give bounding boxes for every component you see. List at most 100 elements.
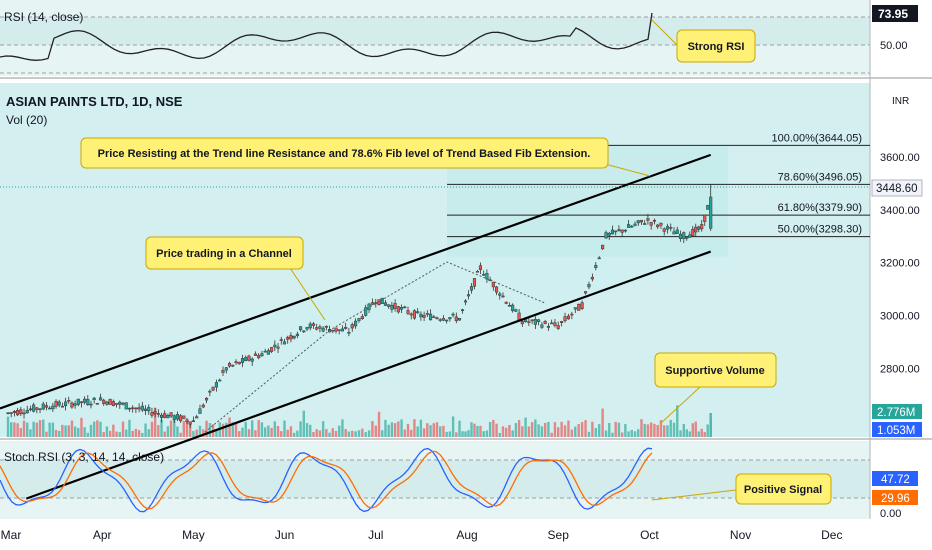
volume-bar [458, 420, 461, 437]
candle-body [472, 278, 477, 287]
channel-upper [0, 153, 712, 410]
volume-bar [163, 431, 166, 437]
callout-stoch [735, 473, 832, 505]
candle-body [263, 350, 267, 353]
volume-bar [534, 419, 537, 437]
volume-bar [331, 428, 334, 437]
candle-body [409, 313, 413, 316]
callout-resistance [80, 137, 609, 169]
volume-bar [700, 428, 703, 437]
volume-bar [364, 432, 367, 437]
volume-bar [384, 419, 387, 437]
volume-bar [476, 426, 479, 437]
callout-channel-text: Price trading in a Channel [156, 248, 292, 260]
candle-body [105, 401, 109, 405]
candle-body [364, 307, 368, 316]
volume-bar [530, 422, 534, 437]
stoch-tick: 0.00 [880, 508, 901, 520]
volume-bar [58, 430, 61, 437]
candle-body [630, 225, 634, 228]
candle-body [406, 310, 410, 314]
volume-bar [35, 422, 39, 437]
volume-bar [189, 422, 192, 437]
candle-body [393, 303, 397, 309]
volume-bar [435, 422, 439, 437]
callout-volume-text: Supportive Volume [665, 365, 764, 377]
candle-body [305, 327, 309, 330]
price-tick: 3600.00 [880, 152, 920, 164]
candle-body [79, 401, 84, 404]
volume-bar [328, 432, 331, 437]
candle-body [67, 400, 71, 402]
volume-bar [238, 431, 241, 437]
candle-body [153, 411, 157, 414]
candle-body [533, 319, 537, 325]
volume-bar [557, 427, 560, 437]
candle-body [495, 286, 499, 293]
volume-bar [19, 428, 23, 437]
price-axis-ticks: 3600.00 3400.00 3200.00 3000.00 2800.00 [880, 152, 920, 375]
candle-body [311, 323, 316, 326]
candle-body [191, 420, 195, 422]
candle-body [344, 326, 348, 329]
volume-bar [254, 430, 257, 437]
candle-body [482, 274, 486, 276]
candle-body [587, 284, 591, 288]
candle-body [205, 397, 209, 401]
candle-body [198, 408, 202, 414]
volume-bar [86, 432, 90, 437]
candle-body [504, 301, 508, 304]
volume-bar [45, 431, 48, 437]
candle-body [675, 229, 679, 234]
candle-body [147, 407, 151, 412]
volume-bar [464, 431, 467, 437]
volume-bar [410, 429, 413, 437]
candle-body [244, 357, 248, 362]
volume-bar [128, 419, 131, 437]
x-tick-mar: Mar [1, 528, 22, 542]
volume-bar [598, 424, 601, 437]
stoch-d-value: 29.96 [881, 493, 910, 505]
volume-bar [147, 429, 150, 437]
fib-label: 50.00%(3298.30) [778, 224, 862, 236]
candle-body [340, 328, 344, 332]
candle-body [485, 273, 489, 280]
volume-bar [29, 429, 32, 437]
volume-bar [676, 405, 679, 437]
candle-body [134, 407, 138, 410]
volume-bar [594, 428, 597, 437]
candle-body [273, 344, 277, 348]
trend-channel[interactable] [0, 153, 712, 500]
volume-bar [413, 419, 416, 437]
candle-body [172, 415, 176, 420]
candle-body [124, 402, 128, 410]
candle-body [706, 205, 710, 210]
volume-bar [198, 425, 202, 437]
candle-body [95, 403, 99, 405]
candle-body [253, 353, 257, 356]
candle-body [387, 304, 391, 307]
candle-body [354, 320, 358, 327]
volume-bar [125, 429, 128, 437]
volume-bar [691, 423, 694, 437]
callout-channel [145, 236, 304, 270]
volume-bar [42, 419, 45, 437]
candle-body [507, 305, 511, 307]
volume-bar [309, 424, 312, 437]
volume-bar [325, 429, 328, 437]
candle-body [466, 294, 471, 297]
volume-bar [96, 420, 99, 437]
candle-body [594, 265, 598, 268]
volume-bar [492, 419, 495, 437]
candle-body [331, 329, 335, 332]
volume-bar [115, 431, 118, 437]
candle-body [623, 229, 627, 232]
volume-bar [225, 422, 228, 437]
volume-bar [633, 431, 637, 437]
candle-body [601, 244, 605, 250]
volume-bar [315, 429, 318, 437]
x-tick-apr: Apr [93, 528, 112, 542]
candle-body [70, 402, 74, 408]
candle-body [560, 321, 564, 323]
candle-body [498, 293, 502, 296]
